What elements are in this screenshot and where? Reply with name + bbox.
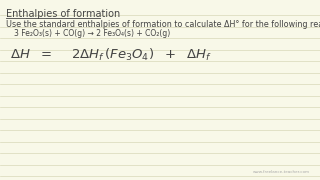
Text: $\Delta H\ \ =\ \ \ \ 2\Delta H_f\,(Fe_3O_4)\ \ +\ \ \Delta H_f$: $\Delta H\ \ =\ \ \ \ 2\Delta H_f\,(Fe_3… — [10, 46, 212, 63]
Text: Enthalpies of formation: Enthalpies of formation — [6, 9, 120, 19]
Text: Use the standard enthalpies of formation to calculate ΔH° for the following reac: Use the standard enthalpies of formation… — [6, 20, 320, 29]
Text: 3 Fe₂O₃(s) + CO(g) → 2 Fe₃O₄(s) + CO₂(g): 3 Fe₂O₃(s) + CO(g) → 2 Fe₃O₄(s) + CO₂(g) — [14, 28, 170, 37]
Text: www.freelance-teacher.com: www.freelance-teacher.com — [253, 170, 310, 174]
